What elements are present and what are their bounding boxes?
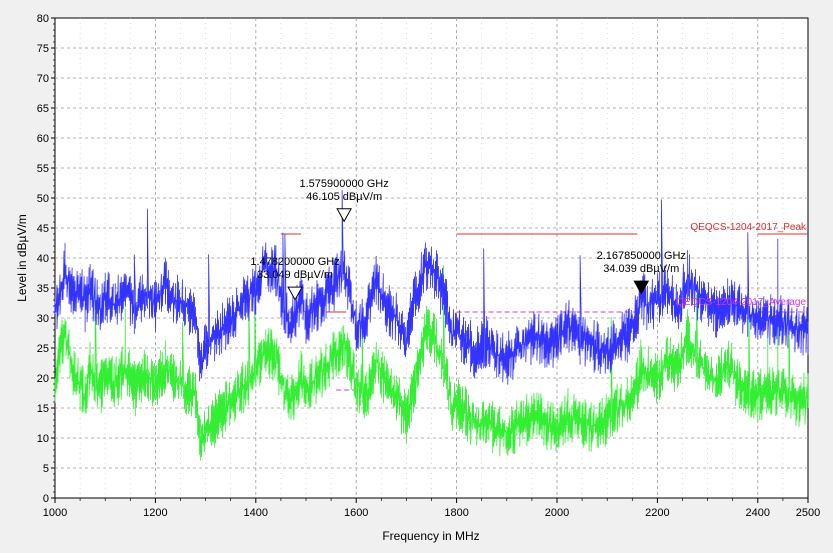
x-tick-label: 1600 [344,507,368,519]
marker-3-level: 34.039 dBµV/m [603,263,679,275]
y-tick-label: 55 [37,163,49,175]
peak-limit-label: QEQCS-1204-2017_Peak [690,222,807,233]
marker-1 [287,286,303,301]
y-tick-label: 80 [37,13,49,25]
y-tick-label: 20 [37,373,49,385]
x-axis-label: Frequency in MHz [382,529,479,543]
x-tick-label: 2000 [545,507,569,519]
y-tick-label: 45 [37,223,49,235]
series-peak-trace [54,190,809,385]
y-tick-label: 50 [37,193,49,205]
marker-2 [336,208,352,223]
average-limit-label: QEQCS-1204-2017_Average [676,297,806,308]
x-tick-label: 1200 [143,507,167,519]
y-tick-label: 0 [43,493,49,505]
x-tick-label: 1400 [244,507,268,519]
marker-3 [633,280,650,295]
y-tick-label: 30 [37,313,49,325]
y-tick-label: 40 [37,253,49,265]
axes: 0 5 10 15 20 25 30 35 40 45 50 55 60 65 70 75 80 1000 1200… [37,13,820,519]
marker-2-level: 46.105 dBµV/m [306,191,382,203]
marker-3-freq: 2.167850000 GHz [597,250,686,262]
y-tick-label: 10 [37,433,49,445]
marker-1-level: 33.049 dBµV/m [257,269,333,281]
x-tick-label: 2400 [746,507,770,519]
y-tick-label: 65 [37,103,49,115]
x-tick-label: 2200 [645,507,669,519]
x-tick-label: 1000 [43,507,67,519]
x-tick-label: 2500 [796,507,820,519]
marker-1-freq: 1.478200000 GHz [250,256,339,268]
y-tick-label: 15 [37,403,49,415]
y-tick-label: 75 [37,43,49,55]
x-tick-label: 1800 [444,507,468,519]
y-tick-label: 70 [37,73,49,85]
y-tick-label: 35 [37,283,49,295]
series-average-trace [54,265,809,461]
grid [55,18,808,498]
y-tick-label: 25 [37,343,49,355]
marker-2-freq: 1.575900000 GHz [299,178,388,190]
series-layer [54,190,809,461]
y-axis-label: Level in dBµV/m [15,214,29,302]
y-tick-label: 5 [43,463,49,475]
y-tick-label: 60 [37,133,49,145]
